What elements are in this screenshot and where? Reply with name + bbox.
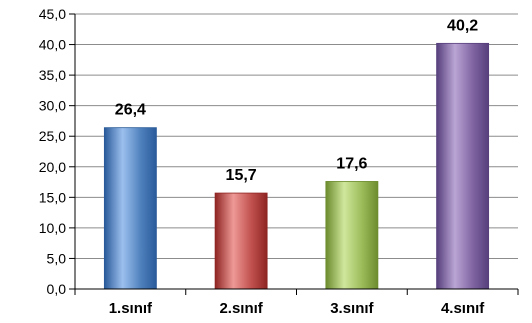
y-tick-label: 25,0 [39,128,66,144]
bar [325,181,379,290]
bar [103,127,157,290]
y-axis-ticks: 0,0 5,0 10,0 15,0 20,0 25,0 30,0 35,0 40,0 45,0 [39,6,75,297]
y-tick-label: 45,0 [39,6,66,22]
y-tick-label: 10,0 [39,220,66,236]
x-tick-label: 2.sınıf [219,300,263,317]
data-label: 15,7 [226,167,257,184]
bar [214,192,268,290]
data-labels: 26,4 15,7 17,6 40,2 [115,17,478,184]
y-tick-label: 30,0 [39,98,66,114]
y-tick-label: 5,0 [47,250,67,266]
x-tick-label: 3.sınıf [330,300,374,317]
y-tick-label: 15,0 [39,189,66,205]
bar [436,42,490,290]
y-tick-label: 0,0 [47,281,67,297]
x-axis: 1.sınıf 2.sınıf 3.sınıf 4.sınıf [74,14,519,317]
y-tick-label: 40,0 [39,37,66,53]
y-tick-label: 20,0 [39,159,66,175]
bars [103,42,490,290]
data-label: 17,6 [336,155,367,172]
data-label: 26,4 [115,102,146,119]
x-tick-label: 1.sınıf [109,300,153,317]
data-label: 40,2 [447,17,478,34]
x-tick-label: 4.sınıf [441,300,485,317]
y-tick-label: 35,0 [39,67,66,83]
